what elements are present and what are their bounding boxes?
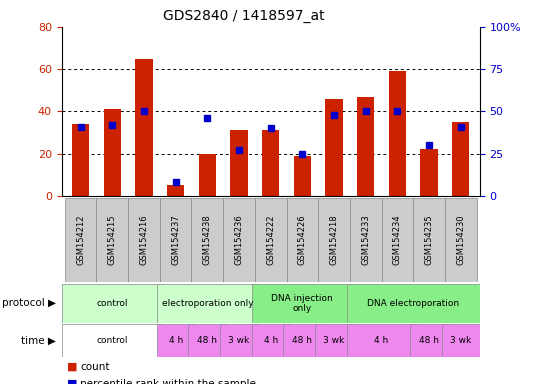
Bar [255,198,287,282]
Bar [347,284,480,323]
Text: GSM154234: GSM154234 [393,215,402,265]
Text: percentile rank within the sample: percentile rank within the sample [80,379,256,384]
Text: GSM154230: GSM154230 [456,215,465,265]
Bar [167,185,184,196]
Bar [350,198,382,282]
Bar [157,324,195,357]
Text: DNA injection
only: DNA injection only [271,294,333,313]
Text: GSM154226: GSM154226 [298,215,307,265]
Text: control: control [96,336,128,345]
Text: 48 h: 48 h [197,336,217,345]
Bar [318,198,350,282]
Text: 4 h: 4 h [375,336,389,345]
Bar [315,324,353,357]
Bar [252,324,289,357]
Bar [157,284,258,323]
Text: DNA electroporation: DNA electroporation [367,299,459,308]
Bar [357,97,375,196]
Bar [191,198,223,282]
Text: 4 h: 4 h [264,336,278,345]
Bar [223,198,255,282]
Text: ■: ■ [67,379,78,384]
Bar [135,59,153,196]
Text: GSM154215: GSM154215 [108,215,117,265]
Bar [347,324,416,357]
Text: GSM154237: GSM154237 [171,215,180,265]
Bar [230,131,248,196]
Text: GSM154238: GSM154238 [203,215,212,265]
Text: GSM154216: GSM154216 [139,215,148,265]
Text: protocol ▶: protocol ▶ [2,298,56,308]
Bar [284,324,322,357]
Text: GSM154212: GSM154212 [76,215,85,265]
Text: 3 wk: 3 wk [323,336,345,345]
Text: ■: ■ [67,362,78,372]
Text: GDS2840 / 1418597_at: GDS2840 / 1418597_at [163,9,325,23]
Bar [294,156,311,196]
Bar [103,109,121,196]
Bar [199,154,216,196]
Text: electroporation only: electroporation only [161,299,253,308]
Text: 3 wk: 3 wk [450,336,471,345]
Text: GSM154222: GSM154222 [266,215,275,265]
Bar [160,198,191,282]
Bar [389,71,406,196]
Text: GSM154233: GSM154233 [361,215,370,265]
Text: GSM154236: GSM154236 [235,215,243,265]
Bar [413,198,445,282]
Bar [62,284,163,323]
Bar [188,324,226,357]
Text: GSM154235: GSM154235 [425,215,434,265]
Bar [452,122,470,196]
Bar [442,324,480,357]
Text: 48 h: 48 h [292,336,312,345]
Text: 3 wk: 3 wk [228,336,250,345]
Bar [410,324,448,357]
Bar [62,324,163,357]
Bar [252,284,353,323]
Text: GSM154218: GSM154218 [330,215,339,265]
Bar [72,124,90,196]
Bar [96,198,128,282]
Bar [220,324,258,357]
Bar [128,198,160,282]
Bar [262,131,279,196]
Text: time ▶: time ▶ [21,336,56,346]
Bar [420,149,438,196]
Bar [287,198,318,282]
Bar [382,198,413,282]
Bar [325,99,343,196]
Text: 4 h: 4 h [168,336,183,345]
Bar [445,198,477,282]
Text: count: count [80,362,110,372]
Bar [65,198,96,282]
Text: control: control [96,299,128,308]
Text: 48 h: 48 h [419,336,439,345]
